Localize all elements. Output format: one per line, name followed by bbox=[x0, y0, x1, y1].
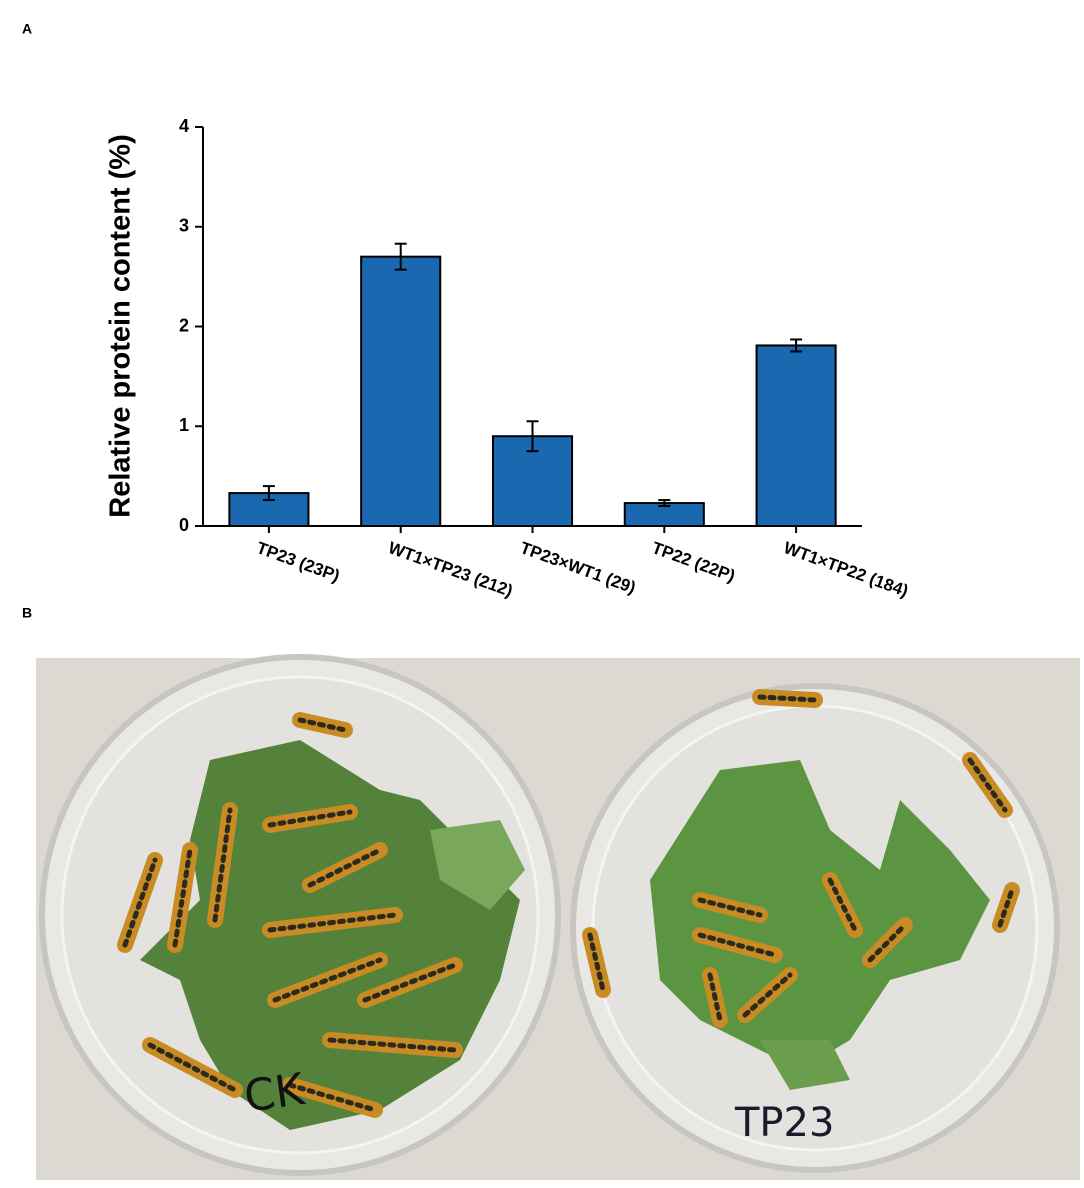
error-bar bbox=[394, 242, 407, 271]
leaves bbox=[140, 740, 990, 1130]
photo: CK TP23 bbox=[36, 654, 1080, 1180]
x-tick-label: TP23 (23P) bbox=[254, 538, 342, 586]
x-tick-label: WT1×TP22 (184) bbox=[781, 538, 910, 601]
photo-label: TP23 bbox=[734, 1100, 834, 1146]
bar bbox=[755, 344, 837, 528]
error-bar bbox=[790, 338, 803, 353]
error-bar bbox=[262, 485, 275, 502]
error-bar bbox=[658, 499, 671, 508]
panel-label: B bbox=[22, 605, 32, 621]
caterpillars bbox=[117, 689, 1020, 1118]
x-tick-label: TP22 (22P) bbox=[649, 538, 737, 586]
panel-label: A bbox=[22, 21, 32, 37]
y-tick-label: 0 bbox=[179, 515, 189, 535]
error-bar bbox=[526, 420, 539, 453]
chart: 0 1 2 3 4 TP23 (23P) WT1×TP23 (212) TP23×WT1 (2… bbox=[179, 116, 911, 601]
y-tick-label: 4 bbox=[179, 116, 189, 136]
x-tick-label: TP23×WT1 (29) bbox=[518, 538, 639, 597]
y-tick-label: 3 bbox=[179, 216, 189, 236]
bar bbox=[360, 255, 442, 527]
y-tick-label: 1 bbox=[179, 415, 189, 435]
y-axis-label: Relative protein content (%) bbox=[105, 134, 137, 518]
x-tick-label: WT1×TP23 (212) bbox=[386, 538, 515, 601]
photo-label: CK bbox=[241, 1064, 308, 1123]
y-tick-label: 2 bbox=[179, 315, 189, 335]
